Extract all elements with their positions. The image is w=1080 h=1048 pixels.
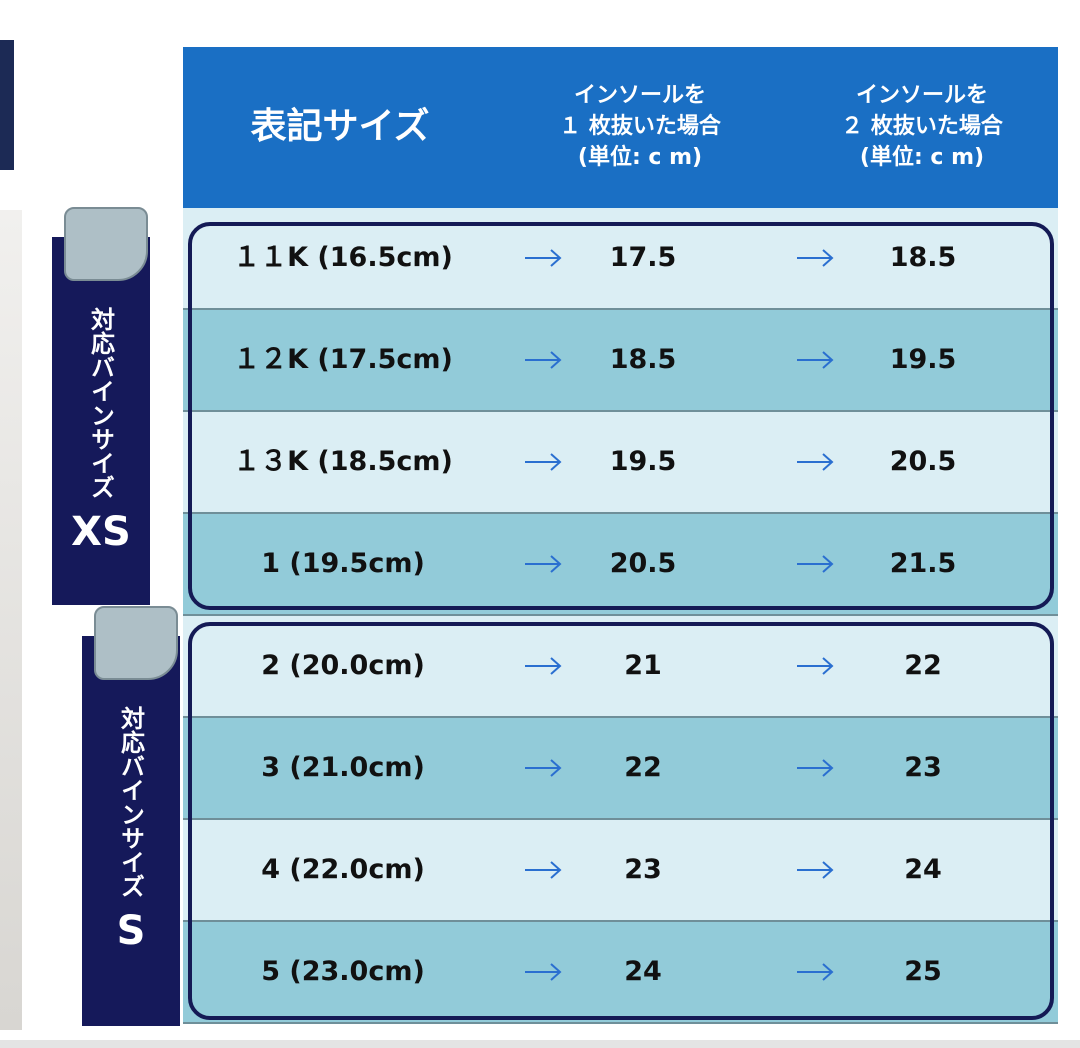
table-row: １２K (17.5cm) 18.5 19.5 — [183, 310, 1058, 412]
header-line: (単位: c m) — [577, 144, 703, 170]
group-caption: 対応バインサイズ — [86, 307, 115, 499]
table-header — [183, 47, 1058, 208]
value-2: 18.5 — [889, 242, 957, 273]
group-size: XS — [71, 509, 131, 555]
size-label: １１K (16.5cm) — [233, 242, 453, 273]
header-cell: インソールを ２ 枚抜いた場合 (単位: c m) — [772, 47, 1072, 208]
arrow — [797, 249, 834, 267]
arrow — [525, 351, 562, 369]
value-2: 22 — [904, 650, 942, 681]
value-2: 20.5 — [889, 446, 957, 477]
edge-strip — [0, 40, 14, 170]
size-label: 2 (20.0cm) — [261, 650, 425, 681]
header-line: ２ 枚抜いた場合 — [841, 114, 1003, 140]
group-label: 対応バインサイズ XS — [52, 237, 150, 605]
value-2: 19.5 — [889, 344, 957, 375]
arrow — [525, 555, 562, 573]
header-cell: インソールを １ 枚抜いた場合 (単位: c m) — [490, 47, 790, 208]
size-label: 5 (23.0cm) — [261, 956, 425, 987]
arrow — [797, 759, 834, 777]
arrow — [525, 861, 562, 879]
bottom-bar — [0, 1040, 1080, 1048]
arrow — [797, 963, 834, 981]
size-label: １２K (17.5cm) — [233, 344, 453, 375]
arrow — [525, 453, 562, 471]
arrow — [525, 759, 562, 777]
table-row: 5 (23.0cm) 24 25 — [183, 922, 1058, 1024]
size-label: 3 (21.0cm) — [261, 752, 425, 783]
binding-icon — [94, 606, 178, 680]
group-outline — [188, 622, 1054, 1020]
arrow — [525, 249, 562, 267]
table-row: １３K (18.5cm) 19.5 20.5 — [183, 412, 1058, 514]
binding-icon — [64, 207, 148, 281]
header-line: １ 枚抜いた場合 — [559, 114, 721, 140]
arrow — [797, 657, 834, 675]
group-label: 対応バインサイズ S — [82, 636, 180, 1026]
value-1: 21 — [624, 650, 662, 681]
value-1: 24 — [624, 956, 662, 987]
value-2: 21.5 — [889, 548, 957, 579]
value-1: 19.5 — [609, 446, 677, 477]
value-1: 23 — [624, 854, 662, 885]
value-1: 17.5 — [609, 242, 677, 273]
edge-photo — [0, 210, 22, 1030]
arrow — [525, 963, 562, 981]
header-cell: 表記サイズ — [190, 47, 490, 208]
value-2: 25 — [904, 956, 942, 987]
group-caption: 対応バインサイズ — [116, 706, 145, 898]
value-2: 24 — [904, 854, 942, 885]
header-line: インソールを — [573, 83, 706, 109]
size-label: １３K (18.5cm) — [233, 446, 453, 477]
arrow — [797, 351, 834, 369]
value-1: 22 — [624, 752, 662, 783]
arrow — [525, 657, 562, 675]
value-1: 20.5 — [609, 548, 677, 579]
header-line: インソールを — [855, 83, 988, 109]
table-row: 1 (19.5cm) 20.5 21.5 — [183, 514, 1058, 616]
value-1: 18.5 — [609, 344, 677, 375]
table-row: 2 (20.0cm) 21 22 — [183, 616, 1058, 718]
value-2: 23 — [904, 752, 942, 783]
group-outline — [188, 222, 1054, 610]
size-label: 1 (19.5cm) — [261, 548, 425, 579]
group-size: S — [116, 908, 146, 954]
table-row: 4 (22.0cm) 23 24 — [183, 820, 1058, 922]
arrow — [797, 555, 834, 573]
table-row: 3 (21.0cm) 22 23 — [183, 718, 1058, 820]
arrow — [797, 453, 834, 471]
header-line: (単位: c m) — [859, 144, 985, 170]
size-label: 4 (22.0cm) — [261, 854, 425, 885]
arrow — [797, 861, 834, 879]
header-line: 表記サイズ — [250, 106, 430, 148]
